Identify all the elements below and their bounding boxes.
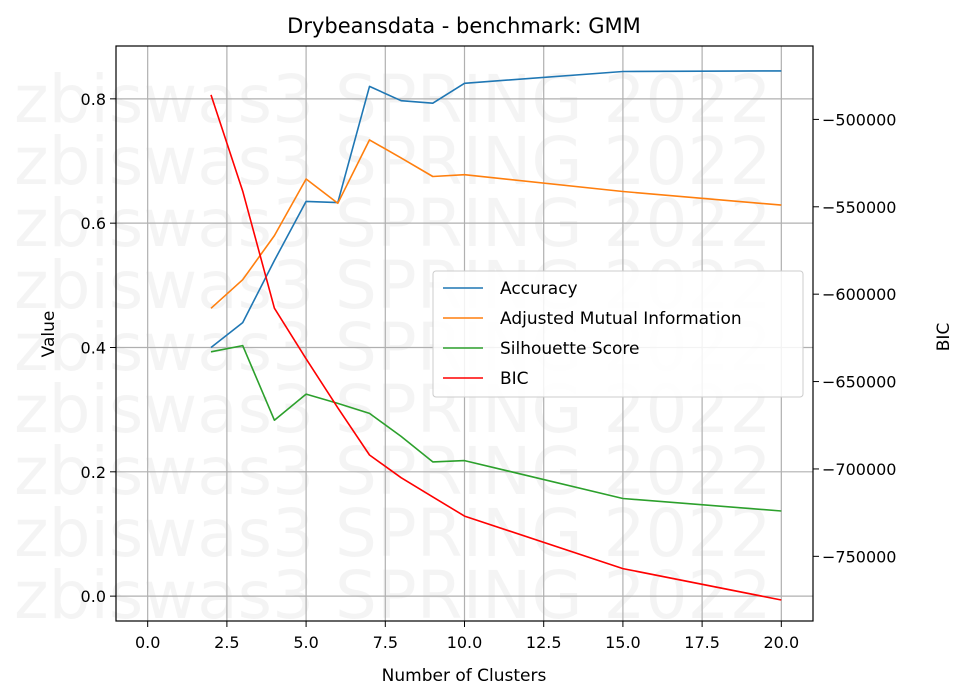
x-tick-label: 20.0 [764, 633, 800, 652]
legend-label: BIC [500, 369, 529, 389]
y2-tick-label: −700000 [822, 460, 896, 479]
y2-tick-label: −600000 [822, 285, 896, 304]
y2-tick-label: −550000 [822, 198, 896, 217]
x-tick-label: 7.5 [373, 633, 398, 652]
legend-frame [432, 270, 804, 398]
watermark-text: zbiswas3 SPRING 2022 [14, 123, 772, 200]
legend-label: Adjusted Mutual Information [500, 309, 742, 329]
y-tick-label: 0.6 [81, 214, 106, 233]
y2-tick-label: −650000 [822, 373, 896, 392]
x-tick-label: 5.0 [293, 633, 318, 652]
y-tick-label: 0.4 [81, 338, 106, 357]
series-line-accuracy [210, 70, 782, 349]
watermark-text: zbiswas3 SPRING 2022 [14, 495, 772, 572]
legend-label: Accuracy [500, 279, 578, 299]
series-line-adjusted-mutual-information [210, 139, 782, 309]
chart-title: Drybeansdata - benchmark: GMM [287, 14, 641, 38]
x-tick-label: 17.5 [684, 633, 720, 652]
y2-axis-label: BIC [934, 323, 954, 352]
x-tick-label: 10.0 [447, 633, 483, 652]
y-axis-label: Value [39, 311, 59, 358]
series-line-bic [210, 94, 782, 601]
x-tick-label: 0.0 [135, 633, 160, 652]
watermark-text: zbiswas3 SPRING 2022 [14, 61, 772, 138]
watermark-text: zbiswas3 SPRING 2022 [14, 557, 772, 634]
y2-tick-label: −500000 [822, 110, 896, 129]
x-tick-label: 2.5 [214, 633, 239, 652]
legend-label: Silhouette Score [500, 339, 639, 359]
y2-tick-label: −750000 [822, 547, 896, 566]
series-layer [210, 70, 782, 601]
x-tick-label: 12.5 [526, 633, 562, 652]
y-tick-label: 0.2 [81, 463, 106, 482]
x-tick-label: 15.0 [605, 633, 641, 652]
y-tick-label: 0.8 [81, 90, 106, 109]
series-line-silhouette-score [210, 344, 782, 512]
tick-layer: 0.0 2.5 5.0 7.5 10.0 12.5 15.0 17.5 20.0 0.0 0.2 0.… [81, 90, 897, 652]
y-tick-label: 0.0 [81, 587, 106, 606]
x-axis-label: Number of Clusters [382, 666, 547, 686]
legend-items: Accuracy Adjusted Mutual Information Silho… [443, 279, 742, 389]
legend: Accuracy Adjusted Mutual Information Silho… [432, 270, 804, 398]
